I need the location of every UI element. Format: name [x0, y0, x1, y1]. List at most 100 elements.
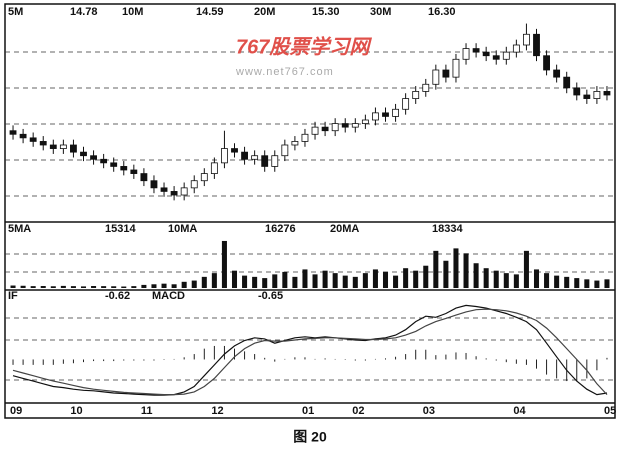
candle-body [150, 180, 158, 189]
volume-bar [393, 275, 399, 288]
candle-body [80, 151, 87, 157]
candle-body [523, 33, 530, 46]
candle-body [140, 173, 148, 182]
volume-bar [272, 274, 278, 288]
x-tick-label: 03 [423, 405, 435, 417]
panel-header: 5M [8, 6, 23, 18]
volume-bar [574, 278, 580, 288]
macd-line [12, 308, 608, 396]
candle-body [512, 44, 520, 53]
volume-bar [533, 269, 540, 288]
candle-body [19, 133, 27, 139]
volume-bar [242, 275, 248, 288]
volume-bar [30, 286, 36, 288]
watermark-url: www.net767.com [235, 66, 334, 78]
x-tick-label: 10 [70, 405, 82, 417]
volume-bar [141, 284, 147, 288]
candle-body [603, 91, 611, 96]
volume-bar [292, 276, 298, 288]
candle-body [9, 130, 17, 135]
candle-body [110, 162, 118, 167]
candle-body [382, 112, 389, 117]
volume-bar [191, 280, 197, 288]
candle-body [472, 48, 480, 53]
volume-bar [362, 273, 368, 288]
candle-body [492, 55, 500, 60]
x-tick-label: 02 [352, 405, 364, 417]
candle-body [49, 144, 57, 149]
candle-body [251, 155, 259, 160]
candle-body [120, 166, 128, 171]
candle-body [39, 141, 47, 146]
candle-body [533, 33, 540, 57]
volume-bar [131, 286, 137, 288]
volume-bar [50, 286, 56, 288]
volume-bar [463, 253, 469, 288]
volume-bar [181, 281, 187, 288]
candle-body [331, 123, 339, 132]
candle-body [422, 83, 430, 92]
volume-bar [221, 240, 227, 288]
volume-bar [544, 273, 550, 288]
volume-bar [80, 286, 87, 288]
candle-body [361, 119, 369, 124]
candle-body [261, 155, 269, 167]
volume-bar [403, 268, 409, 288]
volume-bar [40, 286, 46, 288]
volume-bar [554, 275, 560, 288]
candle-body [553, 69, 561, 78]
volume-bar [20, 285, 26, 288]
candle-body [281, 144, 289, 157]
volume-bar [171, 284, 177, 288]
volume-bar [322, 270, 328, 288]
panel-header: IF [8, 290, 18, 302]
candle-body [160, 187, 168, 192]
volume-bar [493, 270, 499, 288]
candle-body [351, 123, 359, 128]
candle-body [90, 155, 97, 160]
candle-body [402, 98, 410, 110]
candle-body [372, 112, 379, 121]
panel-header: 15.30 [312, 6, 340, 18]
candle-body [412, 91, 420, 99]
candle-body [392, 108, 399, 117]
candle-body [180, 187, 188, 196]
candle-body [29, 137, 37, 142]
panel-header: 14.59 [196, 6, 224, 18]
volume-bar [262, 278, 268, 288]
panel-header: 16.30 [428, 6, 456, 18]
volume-bar [121, 286, 127, 288]
panel-header: 18334 [432, 223, 463, 235]
candle-body [200, 173, 208, 182]
candle-body [462, 48, 470, 60]
candle-body [311, 126, 319, 135]
volume-bar [483, 268, 489, 288]
volume-bar [564, 276, 570, 288]
candle-body [271, 155, 279, 167]
volume-bar [211, 273, 217, 288]
x-tick-label: 12 [211, 405, 223, 417]
volume-bar [201, 276, 207, 288]
volume-bar [252, 276, 258, 288]
candle-body [482, 51, 490, 57]
volume-bar [161, 283, 167, 288]
volume-bar [60, 285, 66, 288]
volume-bar [473, 263, 479, 288]
panel-header: 14.78 [70, 6, 98, 18]
caption: 图 20 [293, 429, 327, 445]
candle-body [190, 180, 198, 189]
watermark: 767股票学习网 [236, 35, 372, 58]
candle-body [231, 148, 238, 153]
candle-body [432, 69, 440, 85]
macd-line [12, 304, 608, 396]
panel-header: 10M [122, 6, 143, 18]
volume-bar [594, 280, 600, 288]
x-tick-label: 05 [604, 405, 616, 417]
volume-bar [523, 250, 529, 288]
panel-header: 15314 [105, 223, 136, 235]
volume-bar [413, 270, 419, 288]
candle-body [301, 133, 309, 142]
candle-body [452, 58, 460, 78]
candle-body [502, 51, 510, 60]
